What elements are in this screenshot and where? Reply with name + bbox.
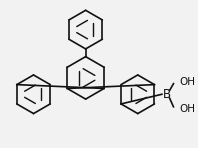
Text: OH: OH: [179, 77, 195, 87]
Text: OH: OH: [179, 104, 195, 114]
Text: B: B: [163, 88, 171, 101]
